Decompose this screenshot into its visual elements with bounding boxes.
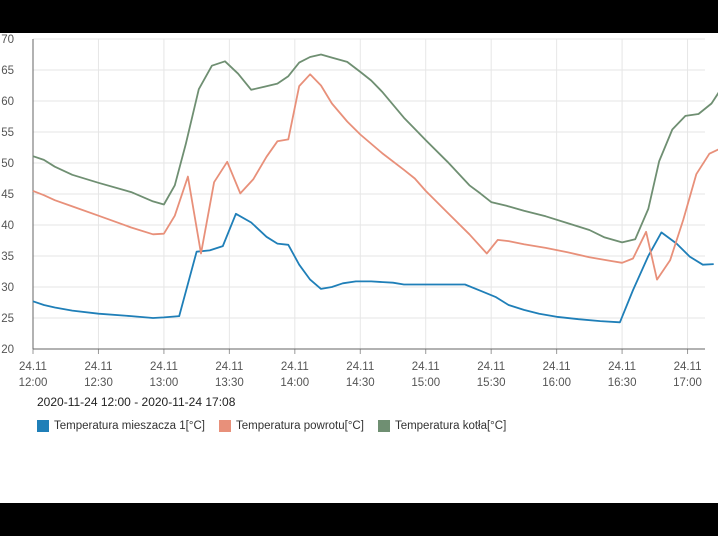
legend-swatch [218,420,231,432]
series-line-3 [32,53,718,244]
x-tick-date: 24.11 [19,361,47,373]
legend-swatch [377,420,390,432]
x-tick-date: 24.11 [412,361,440,373]
series-line-2 [32,73,718,281]
y-tick-label: 30 [1,282,14,294]
y-tick-label: 35 [1,251,14,263]
legend-swatch [37,420,49,432]
x-tick-time: 14:00 [280,377,309,389]
chart-panel: 20 25 30 35 40 45 50 55 60 65 70 24.11 12:00 24.11 12… [0,33,718,503]
x-tick-date: 24.11 [281,361,309,373]
x-axis: 24.11 12:00 24.11 12:30 24.11 13:00 24.11 13:30… [19,348,705,389]
x-tick-time: 17:00 [673,377,702,389]
legend-item-1[interactable]: Temperatura mieszacza 1[°C] [37,420,205,432]
y-axis: 20 25 30 35 40 45 50 55 60 65 70 [1,34,34,356]
legend-item-3[interactable]: Temperatura kotła[°C] [377,420,507,432]
x-tick-time: 16:00 [542,377,571,389]
x-tick-time: 16:30 [608,377,637,389]
y-tick-label: 45 [1,189,14,201]
y-tick-label: 60 [1,96,14,108]
x-tick-date: 24.11 [215,361,243,373]
x-tick-date: 24.11 [150,361,178,373]
x-tick-time: 14:30 [346,377,375,389]
y-tick-label: 55 [1,127,14,139]
y-tick-label: 40 [1,220,14,232]
x-tick-date: 24.11 [346,361,374,373]
x-tick-time: 13:30 [215,377,244,389]
y-tick-label: 50 [1,158,14,170]
y-tick-label: 65 [1,65,14,77]
legend-label: Temperatura powrotu[°C] [235,420,364,432]
x-tick-time: 12:30 [84,377,113,389]
x-tick-time: 12:00 [19,377,48,389]
x-tick-date: 24.11 [674,361,702,373]
x-tick-date: 24.11 [84,361,112,373]
y-tick-label: 20 [1,344,14,356]
date-range: 2020-11-24 12:00 - 2020-11-24 17:08 [37,395,236,409]
legend-label: Temperatura kotła[°C] [394,420,507,432]
line-chart: 20 25 30 35 40 45 50 55 60 65 70 24.11 12:00 24.11 12… [1,34,718,389]
x-tick-date: 24.11 [543,361,571,373]
x-tick-date: 24.11 [477,361,505,373]
legend: Temperatura mieszacza 1[°C] Temperatura p… [37,420,506,432]
x-tick-date: 24.11 [608,361,636,373]
legend-label: Temperatura mieszacza 1[°C] [54,420,205,432]
y-tick-label: 25 [1,313,14,325]
series-line-1 [32,212,714,324]
x-tick-time: 15:30 [477,377,506,389]
x-tick-time: 15:00 [411,377,440,389]
x-tick-time: 13:00 [150,377,179,389]
series-lines [32,53,718,324]
legend-item-2[interactable]: Temperatura powrotu[°C] [218,420,364,432]
y-tick-label: 70 [1,34,14,46]
